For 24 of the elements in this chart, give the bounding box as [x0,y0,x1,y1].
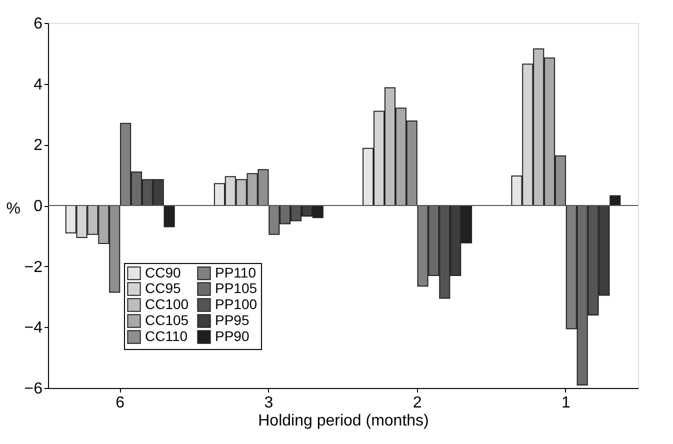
y-tick-label: 2 [34,137,43,154]
legend-label: PP90 [215,328,250,344]
y-tick-label: −6 [24,380,43,398]
x-tick-label: 3 [264,394,274,412]
legend-label: PP100 [215,296,258,312]
x-axis-title: Holding period (months) [258,412,429,430]
legend-label: CC95 [145,280,182,296]
y-tick-label: 6 [34,16,43,32]
legend-label: CC105 [145,312,189,328]
legend-label: CC90 [145,264,182,280]
y-tick-label: −4 [24,320,43,337]
x-tick-label: 2 [412,394,422,412]
bar [164,205,175,228]
y-tick-label: 4 [34,76,43,94]
y-tick-label: 0 [34,198,43,215]
legend-label: CC110 [145,328,188,344]
legend-label: PP105 [215,280,258,296]
y-axis-title: % [6,200,20,218]
y-tick-label: −2 [24,258,43,276]
legend-label: CC100 [145,296,189,312]
x-tick-label: 6 [116,394,125,412]
legend-label: PP95 [215,312,250,328]
x-tick-label: 1 [561,394,570,412]
legend-label: PP110 [215,264,256,280]
